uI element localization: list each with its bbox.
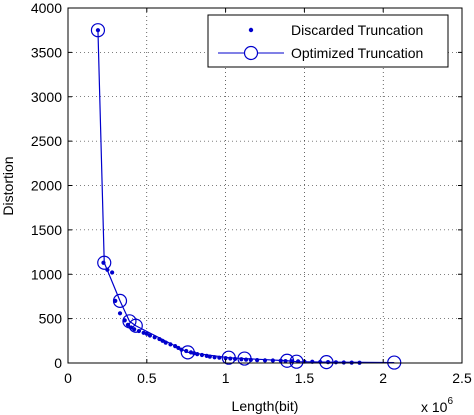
x-tick-label: 0.5: [137, 370, 157, 386]
data-point-optimized-truncation: [279, 353, 295, 368]
y-tick-label: 3500: [31, 44, 62, 60]
y-tick-label: 4000: [31, 0, 62, 16]
data-point-optimized-truncation: [180, 345, 195, 360]
y-tick-label: 2000: [31, 178, 62, 194]
y-axis-label: Distortion: [0, 156, 16, 215]
x-tick-label: 2.5: [452, 370, 472, 386]
y-tick-label: 0: [54, 355, 62, 371]
x-scale-multiplier: x 106: [421, 396, 453, 415]
data-point-discarded-truncation: [262, 358, 268, 363]
data-point-discarded-truncation: [132, 327, 137, 332]
y-tick-label: 1500: [31, 222, 62, 238]
y-tick-label: 500: [39, 311, 63, 327]
legend-marker-discarded-truncation: [248, 27, 254, 33]
x-tick-label: 1.5: [295, 370, 315, 386]
data-point-optimized-truncation: [289, 354, 304, 369]
legend-marker-optimized-truncation: [243, 45, 259, 61]
data-point-optimized-truncation: [237, 351, 252, 366]
legend-label-discarded-truncation: Discarded Truncation: [291, 22, 423, 38]
x-tick-label: 2: [379, 370, 387, 386]
data-point-discarded-truncation: [110, 270, 115, 275]
data-point-optimized-truncation: [97, 255, 112, 270]
data-point-optimized-truncation: [319, 355, 334, 370]
data-point-discarded-truncation: [147, 333, 153, 338]
legend-label-optimized-truncation: Optimized Truncation: [291, 45, 423, 61]
axis-ticks: 0 0.5 1 1.5 2 2.5 0 500 1000 1500 2000 2500 3000 3500…: [31, 0, 472, 386]
y-tick-label: 2500: [31, 133, 62, 149]
legend: Discarded Truncation Optimized Truncatio…: [207, 14, 449, 68]
data-point-discarded-truncation: [144, 331, 149, 336]
data-point-optimized-truncation: [112, 293, 128, 308]
y-tick-label: 1000: [31, 266, 62, 282]
grid-lines: [68, 8, 462, 363]
data-point-optimized-truncation: [221, 350, 236, 365]
data-point-optimized-truncation: [128, 318, 143, 333]
data-point-discarded-truncation: [113, 298, 118, 303]
series-layer: [90, 23, 402, 370]
data-point-optimized-truncation: [90, 23, 106, 38]
x-scale-multiplier-base: x 10: [421, 399, 448, 415]
x-tick-label: 1: [222, 370, 230, 386]
y-tick-label: 3000: [31, 89, 62, 105]
x-scale-multiplier-exponent: 6: [447, 396, 453, 407]
data-point-discarded-truncation: [141, 330, 146, 335]
x-tick-label: 0: [64, 370, 72, 386]
x-axis-label: Length(bit): [232, 398, 299, 414]
data-point-discarded-truncation: [117, 311, 123, 316]
